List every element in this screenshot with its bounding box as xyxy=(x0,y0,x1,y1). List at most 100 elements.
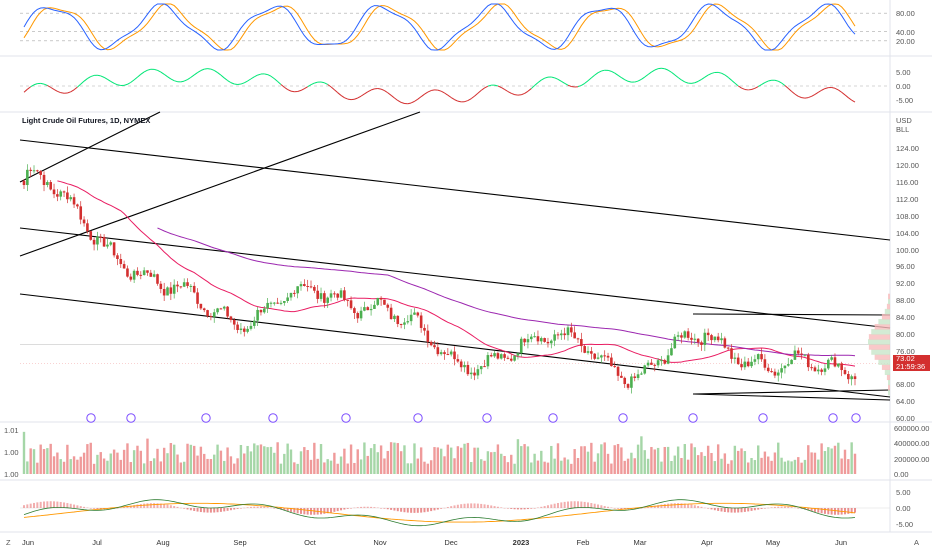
macd-histogram-bar xyxy=(296,508,299,514)
momentum-segment xyxy=(167,76,172,80)
macd-histogram-bar xyxy=(700,506,703,508)
candle-body xyxy=(132,270,136,280)
volume-bar xyxy=(319,444,323,474)
candle-body xyxy=(32,170,36,172)
momentum-segment xyxy=(581,82,585,86)
macd-histogram-bar xyxy=(650,506,653,508)
macd-histogram-bar xyxy=(169,505,172,508)
volume-bar xyxy=(172,444,176,474)
momentum-segment xyxy=(183,79,188,82)
macd-histogram-bar xyxy=(356,507,359,508)
macd-histogram-bar xyxy=(854,508,856,513)
zoom-toggle[interactable]: Z xyxy=(6,538,11,547)
volume-bar xyxy=(780,457,783,474)
candle-body xyxy=(276,302,279,304)
macd-histogram-bar xyxy=(647,507,650,508)
candle-body xyxy=(833,357,837,367)
momentum-segment xyxy=(427,90,432,93)
candle-body xyxy=(299,284,303,287)
candle-body xyxy=(269,302,273,304)
macd-histogram-bar xyxy=(590,503,593,508)
candle-body xyxy=(736,357,740,365)
volume-bar xyxy=(730,460,733,474)
volume-profile-bar xyxy=(884,369,890,376)
volume-bar xyxy=(223,460,226,474)
candle-body xyxy=(763,359,767,368)
macd-histogram-bar xyxy=(703,507,706,509)
candle-body xyxy=(756,354,760,360)
macd-histogram-bar xyxy=(753,508,756,511)
candle-body xyxy=(703,332,707,345)
trend-line xyxy=(692,389,891,395)
macd-histogram-bar xyxy=(763,508,766,509)
momentum-segment xyxy=(474,92,479,97)
candle-body xyxy=(850,376,853,380)
momentum-segment xyxy=(757,84,762,87)
moving-average-short xyxy=(57,180,856,367)
macd-histogram-bar xyxy=(410,508,413,513)
macd-histogram-bar xyxy=(677,503,680,508)
momentum-segment xyxy=(470,95,475,100)
candle-body xyxy=(226,306,229,317)
momentum-segment xyxy=(23,88,28,93)
volume-bar xyxy=(156,448,159,474)
volume-bar xyxy=(226,447,229,474)
event-marker xyxy=(86,413,96,423)
candle-body xyxy=(396,315,400,324)
volume-bar xyxy=(159,461,163,474)
volume-bar xyxy=(206,458,209,474)
auto-scale-toggle[interactable]: A xyxy=(914,538,920,547)
momentum-segment xyxy=(300,88,305,91)
momentum-segment xyxy=(731,79,736,84)
macd-histogram-bar xyxy=(29,503,32,508)
event-marker xyxy=(688,413,698,423)
macd-histogram-bar xyxy=(807,508,810,511)
event-marker xyxy=(413,413,423,423)
macd-histogram-bar xyxy=(573,501,576,508)
volume-bar xyxy=(36,462,39,474)
macd-histogram-bar xyxy=(533,508,536,509)
macd-histogram-bar xyxy=(166,504,169,508)
momentum-segment xyxy=(127,81,132,85)
momentum-segment xyxy=(100,75,105,78)
candle-body xyxy=(156,274,159,284)
macd-histogram-bar xyxy=(56,501,59,508)
candle-body xyxy=(636,374,640,379)
volume-bar xyxy=(773,452,777,474)
momentum-segment xyxy=(210,68,215,71)
macd-histogram-bar xyxy=(423,508,426,513)
macd-histogram-bar xyxy=(690,504,693,508)
momentum-segment xyxy=(718,71,722,74)
volume-bar xyxy=(26,461,29,474)
candle-body xyxy=(449,351,453,355)
candle-body xyxy=(556,334,560,336)
volume-bar xyxy=(109,453,112,474)
volume-bar xyxy=(683,444,686,474)
volume-bar xyxy=(423,461,426,474)
momentum-segment xyxy=(30,84,35,88)
candle-body xyxy=(550,340,553,344)
volume-bar xyxy=(189,444,193,474)
macd-histogram-bar xyxy=(760,508,763,509)
candle-body xyxy=(663,360,667,364)
candle-body xyxy=(46,182,49,185)
volume-bar xyxy=(476,447,480,474)
price-tick-label: 112.00 xyxy=(896,194,919,204)
momentum-segment xyxy=(187,76,192,80)
candle-body xyxy=(456,359,460,362)
candle-body xyxy=(146,270,149,273)
momentum-segment xyxy=(431,89,435,92)
volume-bar xyxy=(69,459,72,474)
volume-bar xyxy=(32,449,36,474)
candle-body xyxy=(22,180,26,186)
momentum-segment xyxy=(290,90,295,93)
candle-body xyxy=(419,315,423,328)
macd-histogram-bar xyxy=(667,503,670,508)
candle-body xyxy=(847,373,850,380)
candle-body xyxy=(149,272,153,277)
macd-histogram-bar xyxy=(286,508,289,512)
currency-label: USD xyxy=(896,116,912,125)
macd-histogram-bar xyxy=(587,502,590,508)
candle-body xyxy=(436,347,440,355)
